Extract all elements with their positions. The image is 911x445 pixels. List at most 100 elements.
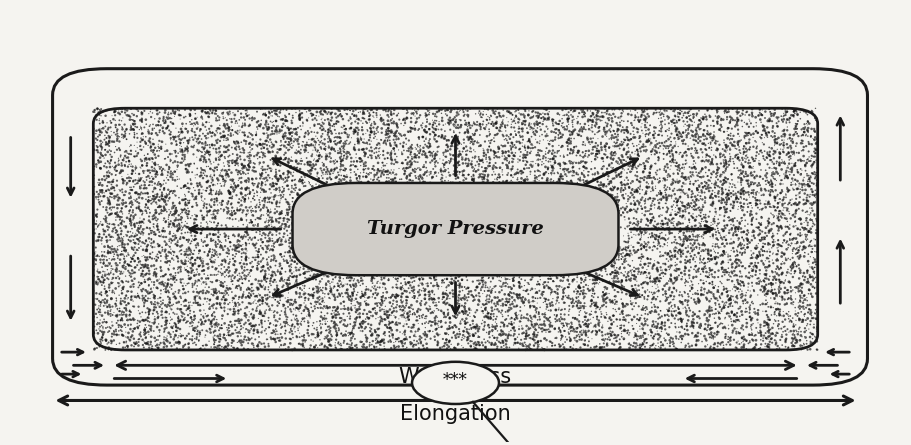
Point (171, 339, 186, 346)
Point (202, 156, 217, 163)
Point (465, 249, 479, 256)
Text: Wall stress: Wall stress (399, 367, 512, 387)
Point (630, 316, 644, 323)
Point (752, 346, 766, 353)
Point (137, 252, 151, 259)
Point (793, 244, 807, 251)
Point (673, 299, 688, 306)
Point (271, 293, 285, 300)
Point (141, 196, 156, 203)
Point (439, 199, 454, 206)
Point (552, 316, 567, 323)
Point (245, 306, 260, 313)
Point (595, 109, 609, 116)
Point (625, 186, 640, 193)
Point (520, 151, 535, 158)
Point (528, 307, 543, 314)
Point (742, 129, 756, 136)
Point (788, 321, 803, 328)
Point (642, 207, 657, 214)
Point (576, 261, 590, 268)
Point (585, 229, 599, 236)
Point (538, 231, 553, 238)
Point (558, 220, 573, 227)
Point (150, 240, 165, 247)
Point (173, 268, 188, 275)
Point (769, 165, 783, 172)
Point (210, 316, 224, 323)
Point (220, 161, 235, 168)
Point (519, 327, 534, 334)
Point (638, 343, 652, 350)
Point (178, 205, 192, 212)
Point (402, 316, 416, 323)
Point (501, 312, 516, 319)
Point (429, 138, 444, 145)
Point (197, 201, 211, 208)
Point (209, 107, 223, 114)
Point (572, 318, 587, 325)
Point (498, 127, 513, 134)
Point (164, 172, 179, 179)
Point (630, 176, 644, 183)
Point (374, 211, 388, 218)
Point (239, 171, 253, 178)
Point (468, 339, 483, 346)
Point (89, 218, 104, 225)
Point (192, 295, 207, 302)
Point (229, 215, 243, 222)
Point (439, 330, 454, 337)
Point (660, 219, 675, 227)
Point (480, 176, 495, 183)
Point (592, 123, 607, 130)
Point (164, 140, 179, 147)
Point (228, 182, 242, 189)
Point (90, 314, 105, 321)
Point (776, 324, 791, 331)
Point (353, 227, 368, 234)
Point (775, 158, 790, 165)
Point (322, 186, 336, 193)
Point (204, 188, 219, 195)
Point (574, 275, 589, 282)
Point (105, 256, 119, 263)
Point (438, 148, 453, 155)
Point (570, 244, 585, 251)
Point (272, 344, 287, 351)
Point (501, 139, 516, 146)
Point (614, 188, 629, 195)
Point (587, 290, 601, 297)
Point (604, 262, 619, 269)
Point (607, 312, 621, 319)
Point (458, 251, 473, 258)
Point (418, 296, 433, 303)
Point (461, 291, 476, 298)
Point (661, 300, 676, 307)
Point (713, 125, 728, 132)
Point (190, 327, 205, 334)
Point (551, 293, 566, 300)
Point (786, 328, 801, 335)
Point (435, 212, 450, 219)
Point (210, 198, 224, 206)
Point (758, 186, 773, 193)
Point (719, 341, 733, 348)
Point (521, 315, 536, 322)
Point (798, 245, 813, 252)
Point (105, 303, 119, 310)
Point (596, 276, 610, 283)
Point (577, 278, 591, 285)
Point (92, 297, 107, 304)
Point (356, 189, 371, 196)
Point (171, 338, 186, 345)
Point (745, 336, 760, 343)
Point (669, 335, 683, 342)
Point (264, 330, 279, 337)
Point (220, 158, 235, 165)
Point (561, 292, 576, 299)
Point (473, 235, 487, 242)
Point (292, 115, 307, 122)
Point (337, 305, 352, 312)
Point (801, 176, 815, 183)
Point (467, 165, 482, 172)
